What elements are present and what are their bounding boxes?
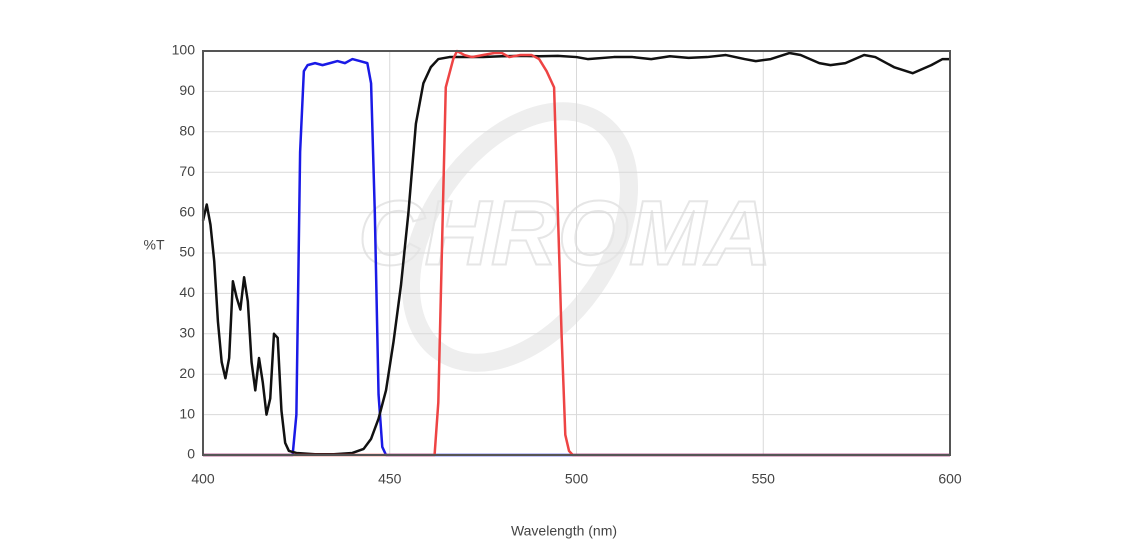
y-axis-label: %T [144, 237, 165, 253]
x-tick-label: 600 [938, 471, 962, 487]
y-tick-label: 50 [179, 244, 195, 260]
y-tick-label: 90 [179, 82, 195, 98]
y-tick-label: 100 [172, 42, 196, 58]
y-tick-label: 70 [179, 163, 195, 179]
watermark: CHROMA [358, 182, 772, 284]
y-tick-label: 40 [179, 284, 195, 300]
x-tick-label: 550 [752, 471, 776, 487]
x-tick-label: 400 [191, 471, 215, 487]
series-line [203, 57, 950, 457]
x-tick-label: 500 [565, 471, 589, 487]
plot-frame [202, 50, 951, 456]
y-tick-label: 30 [179, 325, 195, 341]
series-line [201, 51, 950, 456]
y-tick-label: 80 [179, 123, 195, 139]
x-tick-label: 450 [378, 471, 402, 487]
watermark-logo: CHROMA [357, 102, 773, 372]
y-tick-label: 10 [179, 405, 195, 421]
series-line [203, 49, 950, 457]
x-axis-label: Wavelength (nm) [511, 523, 617, 539]
y-tick-label: 60 [179, 203, 195, 219]
y-tick-label: 20 [179, 365, 195, 381]
y-tick-label: 0 [187, 446, 195, 462]
